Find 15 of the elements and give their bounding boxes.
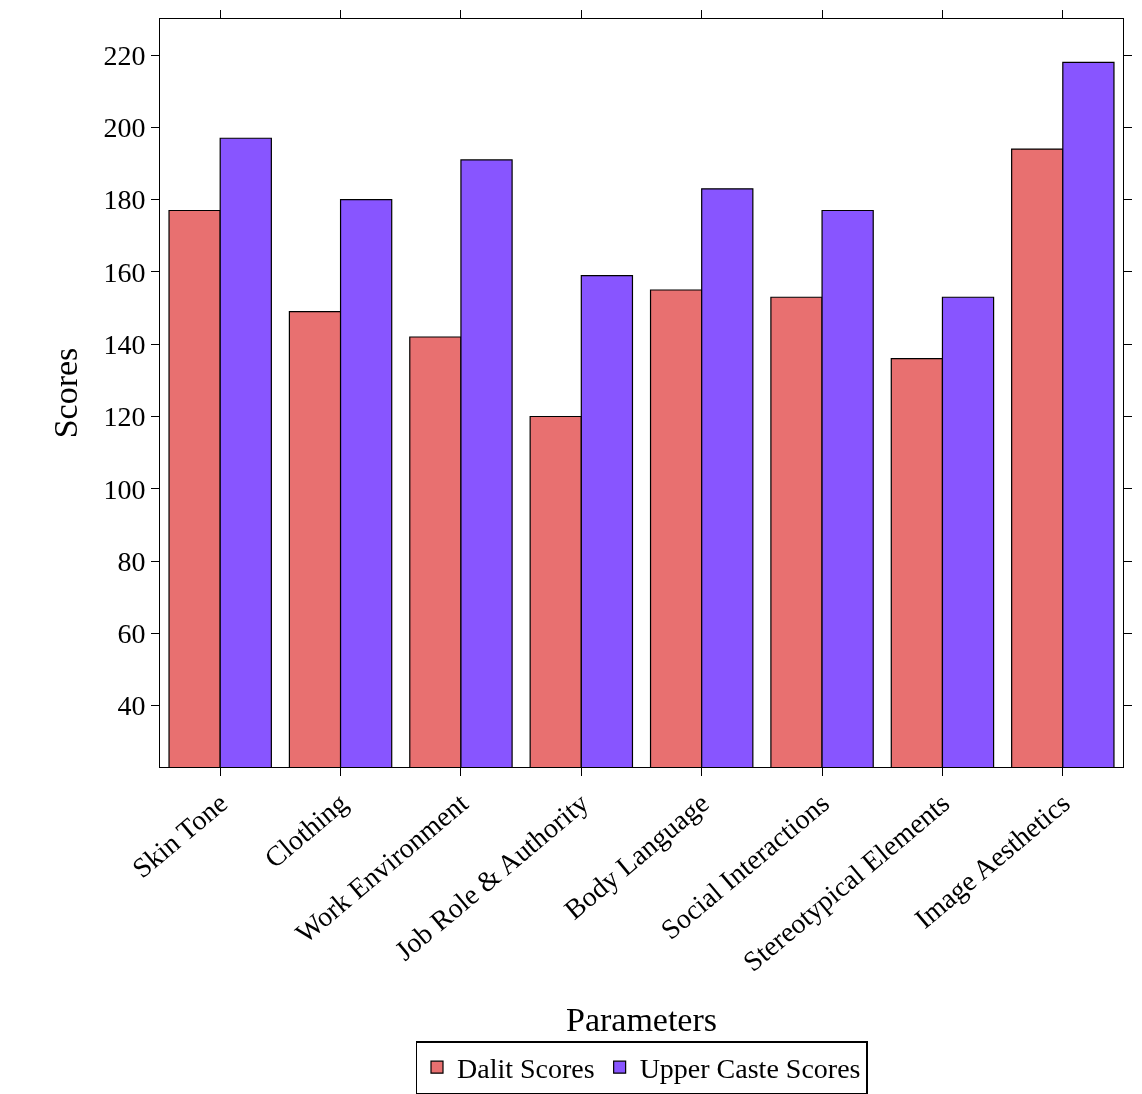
y-tick-label: 180 bbox=[103, 184, 146, 216]
y-tick-label: 80 bbox=[117, 545, 146, 577]
x-tick-label: Skin Tone bbox=[126, 787, 234, 884]
legend-label: Dalit Scores bbox=[457, 1053, 595, 1085]
y-tick-label: 60 bbox=[117, 618, 146, 650]
y-tick-label: 200 bbox=[103, 112, 146, 144]
y-tick-label: 40 bbox=[117, 690, 146, 722]
y-tick-label: 120 bbox=[103, 401, 146, 433]
x-axis-title: Parameters bbox=[565, 1000, 718, 1038]
y-tick-label: 160 bbox=[103, 256, 146, 288]
y-tick-label: 220 bbox=[103, 39, 146, 71]
y-tick-label: 100 bbox=[103, 473, 146, 505]
y-tick-label: 140 bbox=[103, 329, 146, 361]
legend-label: Upper Caste Scores bbox=[639, 1053, 861, 1085]
y-axis-title: Scores bbox=[47, 347, 84, 439]
